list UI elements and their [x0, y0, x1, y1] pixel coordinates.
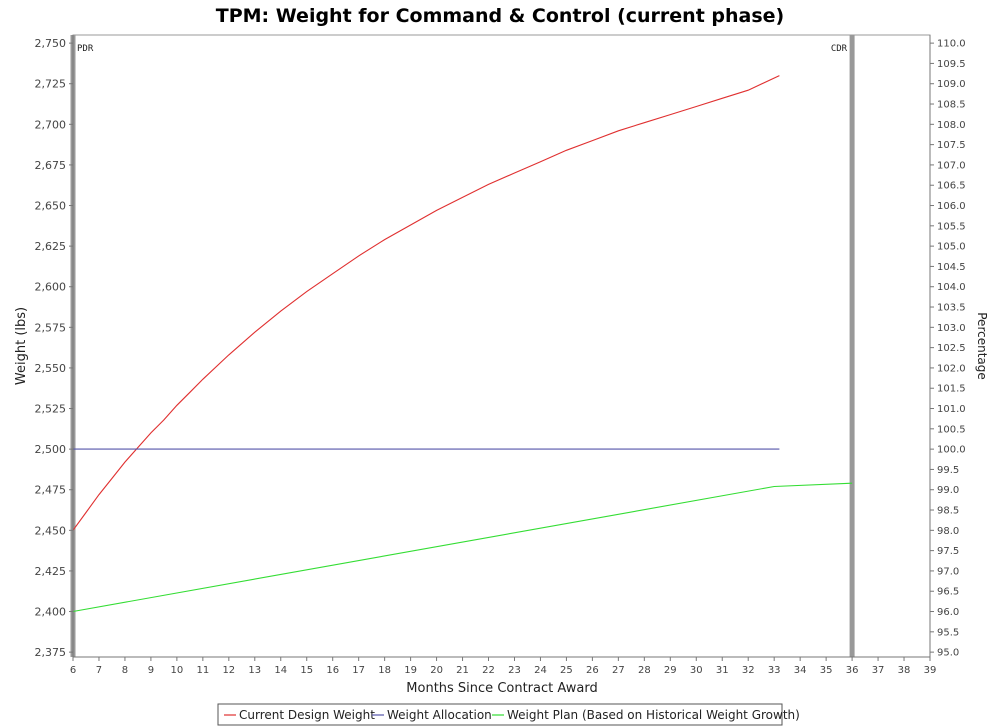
x-tick-label: 15 — [300, 665, 313, 676]
y2-tick-label: 103.5 — [937, 303, 966, 314]
y2-tick-label: 96.5 — [937, 587, 959, 598]
x-tick-label: 27 — [612, 665, 625, 676]
x-tick-label: 37 — [872, 665, 885, 676]
x-tick-label: 30 — [690, 665, 703, 676]
y2-tick-label: 109.0 — [937, 79, 966, 90]
y-tick-label: 2,575 — [35, 321, 67, 334]
x-tick-label: 35 — [820, 665, 833, 676]
x-tick-label: 16 — [326, 665, 339, 676]
x-tick-label: 34 — [794, 665, 807, 676]
y2-tick-label: 100.5 — [937, 424, 966, 435]
x-tick-label: 11 — [196, 665, 209, 676]
x-tick-label: 14 — [274, 665, 287, 676]
legend-label-current-design-weight: Current Design Weight — [239, 708, 375, 722]
x-tick-label: 38 — [898, 665, 911, 676]
y-tick-label: 2,725 — [35, 78, 67, 91]
y2-tick-label: 107.0 — [937, 160, 966, 171]
y-tick-label: 2,400 — [35, 606, 67, 619]
y2-tick-label: 106.5 — [937, 181, 966, 192]
y2-tick-label: 97.5 — [937, 546, 959, 557]
y2-tick-label: 95.0 — [937, 648, 959, 659]
x-tick-label: 8 — [122, 665, 128, 676]
y-tick-label: 2,675 — [35, 159, 67, 172]
x-tick-label: 9 — [148, 665, 154, 676]
x-axis-label: Months Since Contract Award — [406, 681, 597, 696]
y2-tick-label: 98.5 — [937, 506, 959, 517]
series-layer — [72, 75, 853, 613]
y2-tick-label: 101.0 — [937, 404, 966, 415]
y2-tick-label: 102.5 — [937, 343, 966, 354]
y2-tick-label: 98.0 — [937, 526, 959, 537]
y2-tick-label: 104.5 — [937, 262, 966, 273]
x-tick-label: 22 — [482, 665, 495, 676]
x-tick-label: 25 — [560, 665, 573, 676]
x-tick-label: 21 — [456, 665, 469, 676]
x-tick-label: 7 — [96, 665, 102, 676]
x-tick-label: 28 — [638, 665, 651, 676]
y2-tick-label: 106.0 — [937, 201, 966, 212]
y-tick-label: 2,500 — [35, 443, 67, 456]
y2-axis-label: Percentage — [975, 312, 989, 380]
y2-tick-label: 107.5 — [937, 140, 966, 151]
legend-label-weight-plan: Weight Plan (Based on Historical Weight … — [507, 708, 800, 722]
y-tick-label: 2,475 — [35, 484, 67, 497]
x-tick-label: 39 — [924, 665, 937, 676]
y-axis-label: Weight (lbs) — [14, 307, 29, 385]
y-tick-label: 2,375 — [35, 646, 67, 659]
y-tick-label: 2,550 — [35, 362, 67, 375]
x-tick-label: 26 — [586, 665, 599, 676]
y2-tick-label: 105.0 — [937, 242, 966, 253]
y2-tick-label: 100.0 — [937, 445, 966, 456]
y-tick-label: 2,650 — [35, 200, 67, 213]
plot-area — [72, 34, 931, 658]
x-tick-label: 32 — [742, 665, 755, 676]
x-tick-label: 6 — [70, 665, 76, 676]
y2-tick-label: 95.5 — [937, 627, 959, 638]
y2-tick-label: 96.0 — [937, 607, 959, 618]
x-tick-label: 20 — [430, 665, 443, 676]
axes-layer: 6 7 8 9 10 11 12 13 14 15 16 17 18 19 20 21 22 23 24 25 26 27… — [35, 35, 966, 676]
x-tick-label: 18 — [378, 665, 391, 676]
x-tick-label: 12 — [222, 665, 235, 676]
y-tick-label: 2,600 — [35, 281, 67, 294]
x-tick-label: 23 — [508, 665, 521, 676]
x-tick-label: 13 — [248, 665, 261, 676]
y2-tick-label: 99.0 — [937, 485, 959, 496]
y-tick-label: 2,525 — [35, 403, 67, 416]
x-tick-label: 31 — [716, 665, 729, 676]
y2-tick-label: 99.5 — [937, 465, 959, 476]
x-tick-label: 36 — [846, 665, 859, 676]
y2-tick-label: 105.5 — [937, 221, 966, 232]
y2-tick-label: 104.0 — [937, 282, 966, 293]
y-tick-label: 2,625 — [35, 240, 67, 253]
y2-tick-label: 109.5 — [937, 59, 966, 70]
y-tick-label: 2,750 — [35, 37, 67, 50]
x-tick-label: 29 — [664, 665, 677, 676]
phase-marker-label-pdr: PDR — [77, 44, 94, 54]
y2-tick-label: 108.5 — [937, 100, 966, 111]
y-tick-label: 2,425 — [35, 565, 67, 578]
y2-tick-label: 97.0 — [937, 566, 959, 577]
chart-title: TPM: Weight for Command & Control (curre… — [216, 5, 784, 27]
y2-tick-label: 102.0 — [937, 363, 966, 374]
x-tick-label: 33 — [768, 665, 781, 676]
legend: Current Design Weight Weight Allocation … — [217, 703, 800, 726]
phase-marker-label-cdr: CDR — [831, 44, 848, 54]
legend-label-weight-allocation: Weight Allocation — [387, 708, 492, 722]
y2-tick-label: 110.0 — [937, 39, 966, 50]
x-tick-label: 10 — [171, 665, 184, 676]
y2-tick-label: 101.5 — [937, 384, 966, 395]
x-tick-label: 24 — [534, 665, 547, 676]
y-tick-label: 2,700 — [35, 118, 67, 131]
series-line-weight-plan-based — [72, 482, 853, 613]
y2-tick-label: 108.0 — [937, 120, 966, 131]
series-line-current-design-weight — [72, 75, 780, 531]
x-tick-label: 19 — [404, 665, 417, 676]
y-tick-label: 2,450 — [35, 524, 67, 537]
x-tick-label: 17 — [352, 665, 365, 676]
y2-tick-label: 103.0 — [937, 323, 966, 334]
